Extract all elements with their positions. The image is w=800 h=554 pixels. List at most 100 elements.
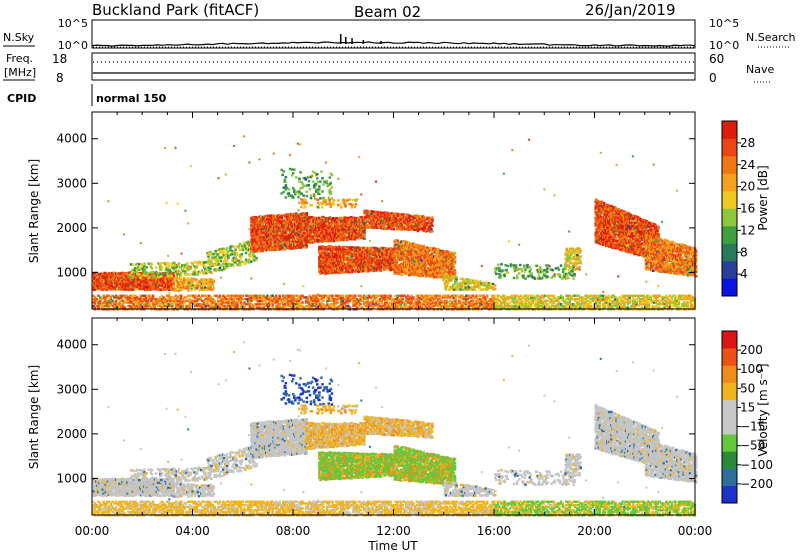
- power-cell: [528, 270, 531, 273]
- power-cell: [455, 276, 458, 279]
- power-cell: [453, 256, 457, 259]
- power-cell: [512, 276, 516, 280]
- power-cell: [405, 254, 409, 257]
- power-cell: [553, 275, 557, 278]
- power-cell: [302, 229, 305, 233]
- power-cell: [362, 249, 365, 252]
- power-cell: [196, 284, 200, 288]
- power-cell: [212, 286, 216, 290]
- power-cell: [369, 263, 372, 266]
- power-cell: [570, 249, 574, 253]
- power-cell: [305, 246, 309, 249]
- power-cell: [558, 275, 562, 278]
- power-cell: [116, 288, 119, 291]
- power-cell: [113, 286, 117, 289]
- power-cell: [321, 232, 324, 235]
- power-cell: [194, 280, 198, 283]
- power-cell: [249, 240, 252, 243]
- power-cell: [373, 251, 377, 254]
- power-cell: [97, 284, 100, 288]
- power-cell: [256, 233, 260, 236]
- power-cell: [147, 282, 150, 285]
- power-cell: [567, 264, 571, 267]
- power-cell: [340, 271, 343, 274]
- power-cell: [355, 235, 359, 238]
- power-cell: [545, 268, 548, 272]
- power-cell: [369, 265, 372, 269]
- power-cell: [244, 249, 248, 252]
- power-cell: [217, 258, 221, 262]
- power-cell: [131, 263, 135, 266]
- power-cell: [274, 228, 277, 231]
- nave-label: Nave: [746, 63, 774, 76]
- power-cell: [446, 282, 450, 285]
- power-cell: [216, 253, 220, 256]
- power-cell: [595, 202, 599, 206]
- power-cell: [440, 251, 443, 255]
- power-cell: [189, 267, 192, 270]
- power-cell: [280, 226, 284, 229]
- power-cell: [184, 285, 187, 288]
- power-cell: [321, 252, 324, 255]
- power-cell: [366, 226, 369, 229]
- power-cell: [287, 227, 291, 230]
- power-cell: [340, 262, 343, 265]
- power-cell: [279, 220, 282, 223]
- power-cell: [256, 216, 260, 219]
- power-cell: [129, 274, 133, 278]
- power-cell: [409, 257, 412, 260]
- power-cell: [318, 216, 321, 220]
- power-cell: [464, 286, 468, 289]
- power-cell: [180, 288, 184, 291]
- power-cell: [166, 270, 169, 273]
- power-cell: [344, 257, 347, 260]
- power-cell: [197, 288, 201, 292]
- power-cell: [450, 278, 453, 281]
- power-cell: [215, 267, 219, 271]
- power-cell: [209, 286, 212, 289]
- power-cell: [135, 272, 139, 276]
- power-cell: [453, 261, 457, 265]
- power-cell: [237, 259, 241, 262]
- power-cell: [504, 263, 507, 267]
- power-cell: [452, 253, 456, 257]
- power-cell: [562, 273, 566, 276]
- power-cell: [164, 263, 167, 267]
- power-cell: [567, 250, 571, 253]
- power-cell: [334, 263, 338, 267]
- power-cell: [358, 235, 361, 238]
- power-cell: [141, 282, 144, 285]
- power-cell: [336, 265, 340, 268]
- power-cell: [154, 270, 158, 274]
- power-cell: [312, 227, 316, 230]
- power-cell: [272, 244, 275, 247]
- power-cell: [599, 215, 603, 218]
- power-cell: [598, 205, 602, 209]
- power-cell: [578, 268, 581, 271]
- power-cell: [472, 281, 475, 284]
- power-cell: [459, 277, 462, 281]
- power-cell: [223, 257, 227, 260]
- power-cell: [92, 276, 95, 279]
- power-cell: [311, 235, 315, 238]
- power-cell: [207, 284, 210, 287]
- power-cell: [499, 274, 502, 278]
- power-cell: [358, 218, 361, 221]
- power-cell: [397, 219, 401, 223]
- power-cell: [137, 286, 141, 289]
- power-cell: [250, 250, 253, 253]
- power-cell: [390, 259, 393, 263]
- nave-tick-top: 60: [709, 52, 724, 66]
- power-cell: [594, 222, 597, 225]
- power-cell: [469, 286, 473, 289]
- power-cell: [397, 213, 401, 216]
- power-cell: [575, 260, 578, 263]
- power-cell: [164, 288, 167, 291]
- power-cell: [565, 249, 568, 253]
- power-cell: [513, 267, 517, 271]
- power-cell: [130, 271, 134, 274]
- power-cell: [170, 262, 174, 265]
- power-cell: [512, 264, 516, 267]
- power-cell: [395, 223, 399, 226]
- power-cell: [374, 223, 378, 226]
